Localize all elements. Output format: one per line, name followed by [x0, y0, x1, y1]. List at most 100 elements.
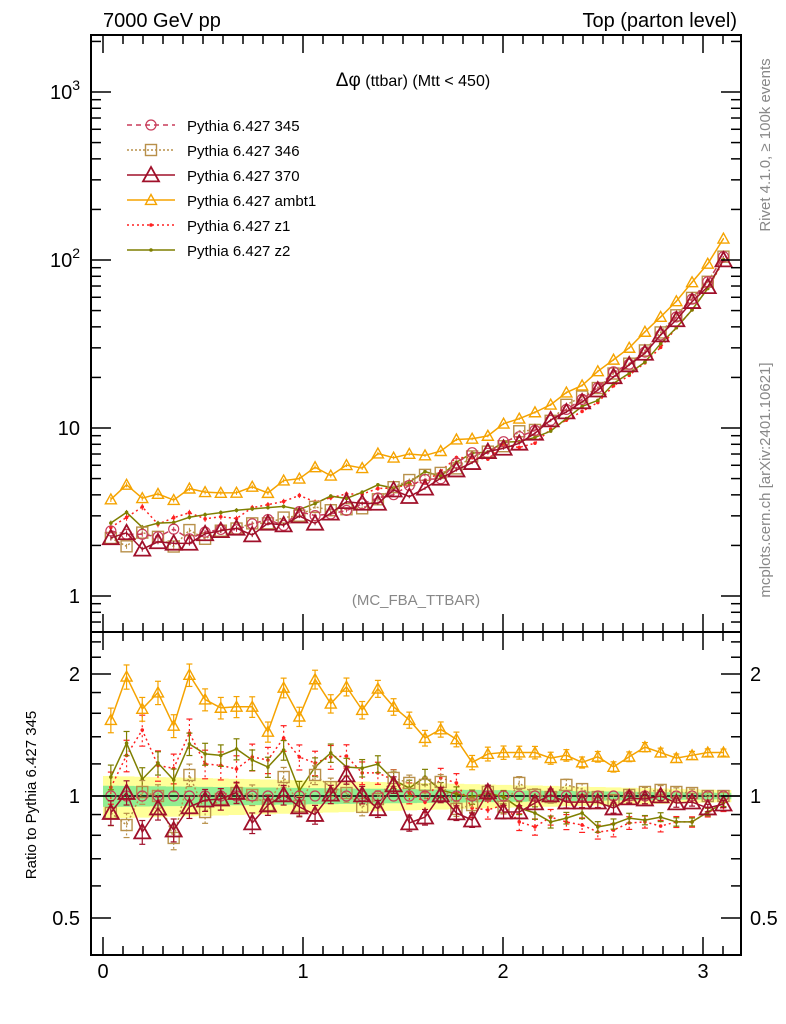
- main-data-point: [368, 493, 388, 511]
- ratio-data-point: [132, 822, 152, 840]
- main-data-point: [419, 473, 431, 486]
- main-data-point: [258, 513, 278, 531]
- ratio-data-point: [402, 713, 416, 726]
- ratio-data-point: [575, 755, 589, 768]
- ratio-data-point: [454, 781, 459, 785]
- main-data-point: [386, 450, 401, 463]
- ratio-data-point: [494, 802, 514, 820]
- main-data-point: [431, 468, 451, 486]
- main-data-point: [187, 515, 192, 520]
- main-data-point: [588, 380, 608, 398]
- ratio-data-point: [308, 768, 322, 782]
- ratio-data-point: [198, 692, 212, 705]
- rivet-version-label: Rivet 4.1.0, ≥ 100k events: [757, 58, 774, 231]
- main-series-line: [110, 259, 725, 529]
- ratio-data-point: [376, 762, 380, 766]
- main-data-point: [517, 445, 522, 450]
- main-data-point: [653, 309, 668, 323]
- ratio-data-point: [643, 818, 647, 822]
- ratio-series-line: [110, 741, 724, 828]
- data-marks: [101, 231, 733, 851]
- main-data-point: [214, 485, 228, 499]
- main-data-point: [266, 505, 270, 510]
- ratio-data-point: [572, 792, 592, 810]
- ratio-data-point: [340, 786, 353, 800]
- main-data-point: [140, 505, 145, 509]
- ratio-data-point: [543, 751, 558, 764]
- main-data-point: [651, 325, 671, 343]
- ratio-data-point: [497, 790, 510, 802]
- main-data-point: [478, 441, 498, 459]
- main-data-point: [418, 448, 432, 461]
- ratio-data-point: [258, 795, 278, 813]
- ratio-data-point: [151, 685, 165, 698]
- main-data-point: [242, 525, 262, 543]
- main-data-point: [219, 514, 223, 519]
- ratio-data-point: [517, 820, 522, 824]
- legend-marker: [144, 193, 158, 206]
- main-data-point: [658, 341, 663, 346]
- ratio-data-point: [666, 793, 686, 811]
- ratio-data-point: [242, 813, 262, 831]
- ratio-data-point: [685, 748, 699, 761]
- main-data-point: [195, 523, 215, 542]
- title-symbol: Δφ: [336, 70, 361, 91]
- y-tick-base: 1: [69, 586, 80, 608]
- ratio-data-point: [226, 782, 247, 800]
- legend-marker: [149, 223, 153, 227]
- legend-entry: Pythia 6.427 ambt1: [127, 193, 316, 210]
- ratio-data-point: [690, 820, 694, 824]
- ratio-data-point: [638, 740, 652, 753]
- ratio-y-tick-label-right: 0.5: [750, 908, 778, 930]
- ratio-data-point: [556, 792, 576, 810]
- ratio-data-point: [355, 703, 369, 716]
- ratio-data-point: [509, 802, 529, 820]
- y-tick-base: 10: [50, 250, 72, 272]
- ratio-data-point: [117, 782, 137, 800]
- main-data-point: [166, 493, 181, 506]
- main-data-point: [462, 452, 482, 470]
- y-tick-exponent: 2: [72, 245, 80, 261]
- legend-marker: [144, 143, 158, 157]
- ratio-data-point: [548, 820, 553, 824]
- main-data-point: [281, 499, 286, 504]
- main-data-point: [423, 469, 427, 474]
- ratio-data-point: [166, 718, 181, 731]
- y-tick-label: 103: [50, 77, 80, 104]
- main-data-point: [120, 540, 133, 553]
- main-data-point: [399, 486, 419, 504]
- main-data-point: [211, 520, 231, 538]
- ratio-data-point: [431, 785, 451, 803]
- main-data-point: [119, 477, 134, 490]
- main-series-line: [110, 260, 725, 528]
- ratio-data-point: [360, 766, 364, 770]
- plot-title: Δφ (ttbar) (Mtt < 450): [336, 70, 490, 91]
- main-data-point: [666, 310, 686, 328]
- main-data-point: [308, 460, 322, 473]
- ratio-data-point: [182, 667, 197, 680]
- ratio-data-point: [682, 792, 702, 810]
- ratio-data-point: [478, 782, 498, 800]
- ratio-data-point: [292, 709, 307, 722]
- ratio-data-point: [501, 795, 506, 799]
- x-tick-label: 1: [297, 961, 308, 983]
- main-data-point: [658, 345, 663, 350]
- ratio-data-point: [135, 701, 149, 715]
- main-data-point: [716, 231, 731, 244]
- ratio-data-point: [512, 745, 526, 758]
- main-data-point: [328, 494, 333, 498]
- ratio-data-point: [418, 731, 432, 744]
- ratio-data-point: [525, 793, 545, 811]
- ratio-data-point: [297, 755, 302, 759]
- ratio-y-tick-label-left: 2: [69, 664, 80, 686]
- main-data-point: [274, 515, 294, 533]
- y-tick-exponent: 3: [72, 77, 80, 93]
- main-data-point: [434, 444, 448, 457]
- ratio-data-point: [653, 745, 668, 758]
- legend-marker: [141, 165, 161, 183]
- ratio-series-line: [110, 728, 724, 833]
- ratio-data-point: [336, 765, 357, 783]
- main-data-point: [352, 493, 372, 511]
- ratio-data-point: [580, 823, 584, 827]
- ratio-data-point: [124, 741, 129, 745]
